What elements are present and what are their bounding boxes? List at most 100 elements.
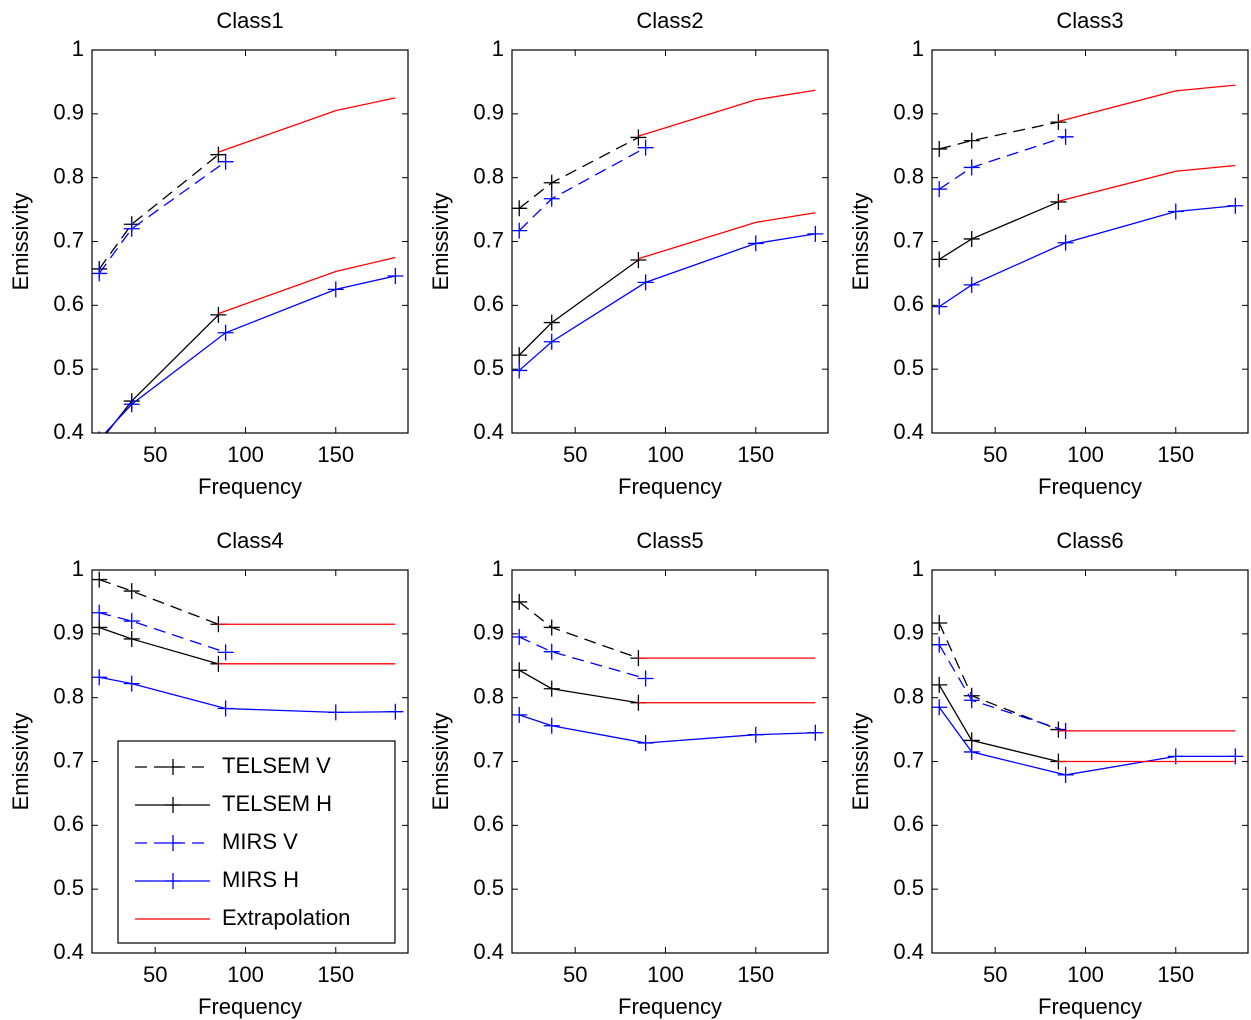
y-tick-label: 0.7 xyxy=(893,227,924,252)
marker xyxy=(512,629,528,646)
plot-area xyxy=(512,570,828,953)
plot-lines xyxy=(92,571,404,721)
series-line xyxy=(218,97,396,315)
x-tick-label: 150 xyxy=(317,962,354,987)
marker xyxy=(543,174,560,191)
marker xyxy=(92,571,108,588)
legend-label: Extrapolation xyxy=(222,905,350,930)
y-tick-label: 0.8 xyxy=(53,683,84,708)
y-axis-label: Emissivity xyxy=(428,193,453,291)
series xyxy=(92,604,234,661)
legend-marker xyxy=(165,835,181,851)
y-tick-label: 0.8 xyxy=(53,163,84,188)
marker xyxy=(512,662,528,679)
series xyxy=(218,97,396,315)
series xyxy=(92,153,234,282)
marker xyxy=(932,699,948,716)
y-tick-label: 0.4 xyxy=(893,419,924,444)
series xyxy=(1058,84,1236,202)
marker xyxy=(963,132,980,149)
marker xyxy=(512,593,528,610)
y-tick-label: 0.8 xyxy=(893,163,924,188)
x-tick-label: 50 xyxy=(563,442,587,467)
marker xyxy=(543,619,560,636)
marker xyxy=(963,743,980,760)
y-axis-label: Emissivity xyxy=(8,713,33,811)
series xyxy=(512,139,654,239)
marker xyxy=(963,159,980,176)
marker xyxy=(92,619,108,636)
x-axis-label: Frequency xyxy=(1038,474,1142,499)
marker xyxy=(512,222,528,239)
y-tick-label: 0.6 xyxy=(473,811,504,836)
marker xyxy=(210,306,227,323)
series xyxy=(1058,730,1236,763)
y-tick-label: 0.5 xyxy=(473,355,504,380)
plot-area xyxy=(512,50,828,433)
series xyxy=(98,267,404,433)
marker xyxy=(807,724,824,741)
x-tick-label: 50 xyxy=(143,962,167,987)
marker xyxy=(630,129,647,146)
y-tick-label: 0.8 xyxy=(893,683,924,708)
plot-lines xyxy=(512,89,824,379)
axes-box xyxy=(931,49,1249,434)
x-tick-label: 50 xyxy=(983,962,1007,987)
x-axis-label: Frequency xyxy=(618,474,722,499)
y-tick-label: 0.9 xyxy=(473,100,504,125)
marker xyxy=(932,614,948,631)
y-tick-label: 0.5 xyxy=(473,875,504,900)
marker xyxy=(1050,193,1067,210)
marker xyxy=(1057,766,1074,783)
series xyxy=(512,629,654,687)
y-tick-label: 0.6 xyxy=(53,291,84,316)
y-axis-label: Emissivity xyxy=(848,713,873,811)
marker xyxy=(387,703,404,720)
marker xyxy=(512,200,528,217)
legend-label: MIRS V xyxy=(222,829,298,854)
marker xyxy=(543,680,560,697)
x-tick-label: 150 xyxy=(317,442,354,467)
y-axis-label: Emissivity xyxy=(428,713,453,811)
marker xyxy=(543,333,560,350)
y-tick-label: 0.4 xyxy=(53,939,84,964)
series xyxy=(638,89,816,260)
y-tick-label: 0.8 xyxy=(473,163,504,188)
x-axis-label: Frequency xyxy=(618,994,722,1019)
marker xyxy=(123,396,140,413)
marker xyxy=(1057,128,1074,145)
marker xyxy=(217,153,234,170)
y-axis-label: Emissivity xyxy=(848,193,873,291)
series xyxy=(932,699,1244,783)
y-tick-label: 0.5 xyxy=(893,875,924,900)
marker xyxy=(123,613,140,630)
y-tick-label: 0.5 xyxy=(53,875,84,900)
marker xyxy=(91,435,107,451)
y-tick-label: 1 xyxy=(72,36,84,61)
marker xyxy=(512,706,528,723)
marker xyxy=(932,676,948,693)
marker xyxy=(963,692,980,709)
legend-marker xyxy=(165,759,181,775)
subplot-title: Class4 xyxy=(216,528,283,553)
series-line xyxy=(638,657,816,704)
marker xyxy=(1050,114,1067,131)
subplot: Class3 Frequency Emissivity 50 100 150 0.4 0.5 0… xyxy=(848,8,1249,499)
marker xyxy=(98,431,100,433)
x-tick-label: 100 xyxy=(647,442,684,467)
marker xyxy=(512,362,528,379)
marker xyxy=(1167,203,1184,220)
series xyxy=(512,706,824,751)
marker xyxy=(217,324,234,341)
plot-lines xyxy=(91,97,404,451)
axes-box xyxy=(91,49,409,434)
legend-label: TELSEM H xyxy=(222,791,332,816)
y-tick-label: 1 xyxy=(72,556,84,581)
y-tick-label: 0.6 xyxy=(53,811,84,836)
marker xyxy=(123,583,140,600)
marker xyxy=(747,726,764,743)
subplot: Class5 Frequency Emissivity 50 100 150 0.4 0.5 0… xyxy=(428,528,829,1019)
x-tick-label: 150 xyxy=(1157,962,1194,987)
series xyxy=(512,129,647,217)
